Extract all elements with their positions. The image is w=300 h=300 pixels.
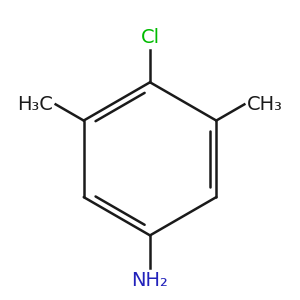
Text: NH₂: NH₂ — [132, 271, 168, 290]
Text: CH₃: CH₃ — [247, 95, 283, 114]
Text: Cl: Cl — [140, 28, 160, 47]
Text: H₃C: H₃C — [17, 95, 53, 114]
